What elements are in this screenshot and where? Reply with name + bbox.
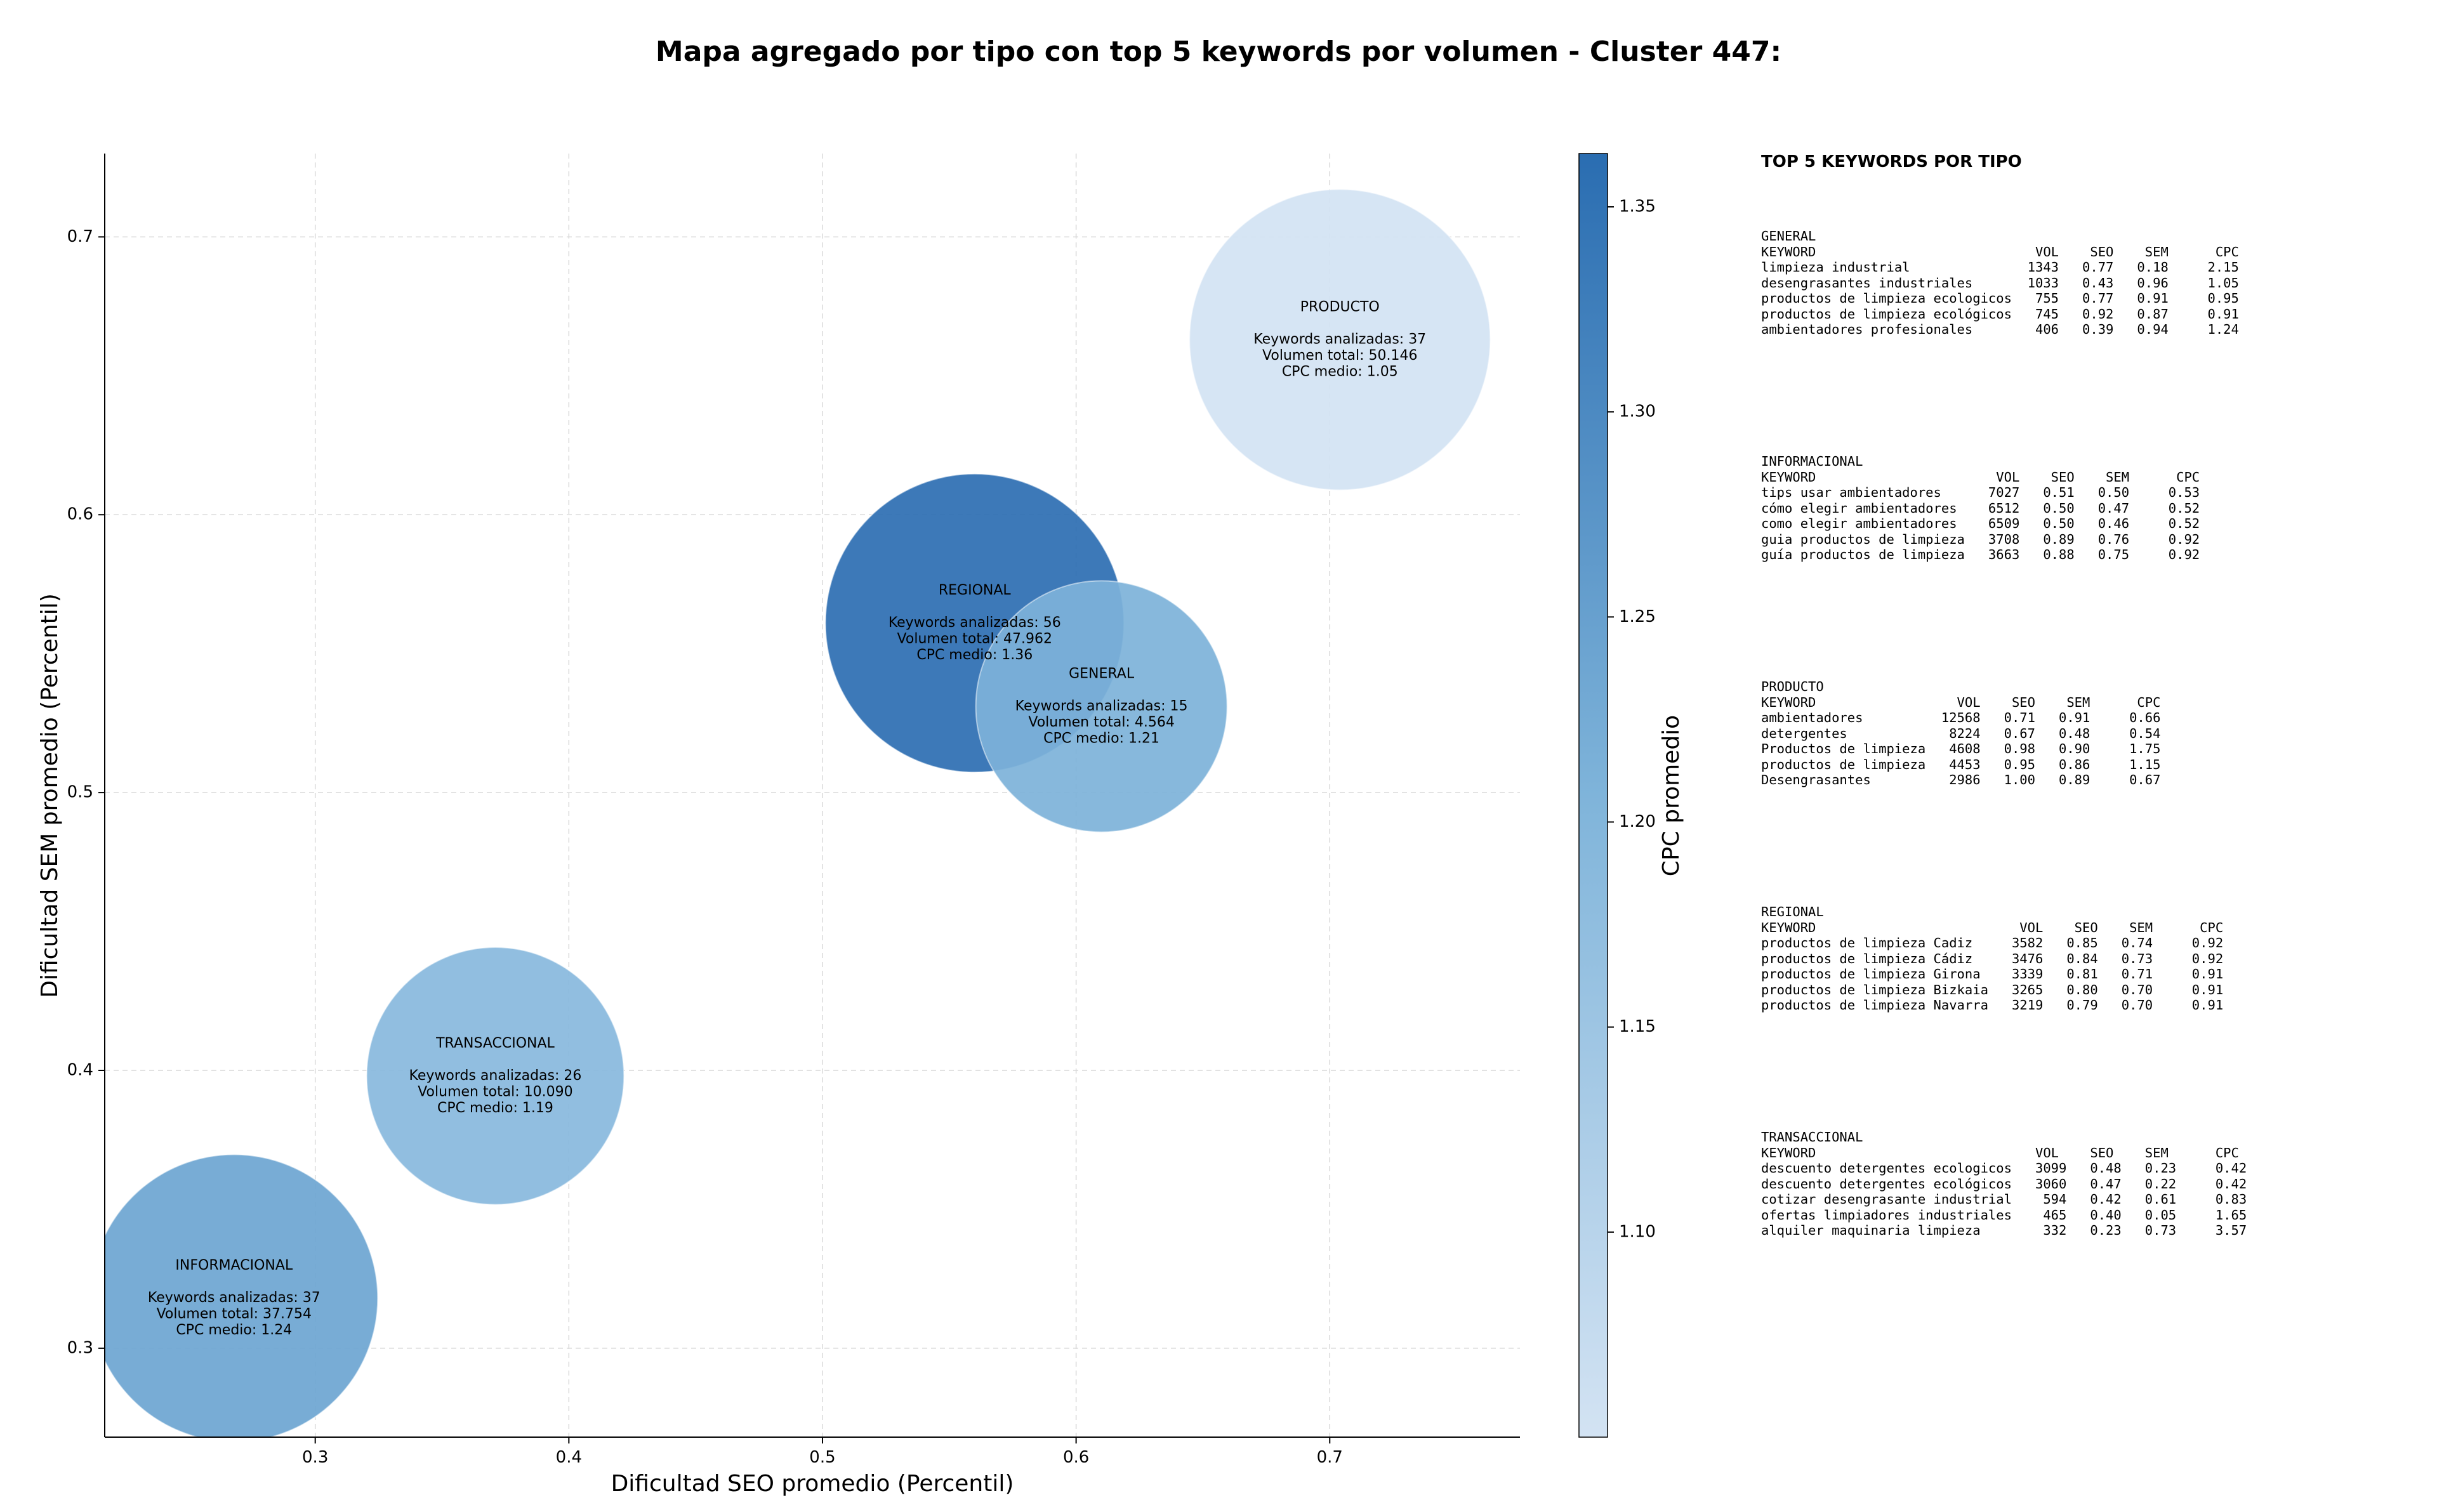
keyword-table-row: KEYWORD VOL SEO SEM CPC	[1761, 919, 2224, 935]
keyword-table-producto: PRODUCTO KEYWORD VOL SEO SEM CPC ambientad…	[1761, 679, 2160, 788]
keywords-panel-heading: TOP 5 KEYWORDS POR TIPO	[1761, 152, 2022, 171]
keyword-table-row: ofertas limpiadores industriales 465 0.4…	[1761, 1207, 2247, 1223]
colorbar: 1.10 1.15 1.20 1.25 1.30 1.35	[1578, 153, 1656, 1438]
bubble-label-general: CPC medio: 1.21	[1043, 730, 1159, 746]
colorbar-tick-label: 1.35	[1619, 197, 1656, 216]
keyword-table-row: limpieza industrial 1343 0.77 0.18 2.15	[1761, 260, 2239, 275]
y-tick-label: 0.7	[67, 227, 93, 246]
bubble-label-regional: CPC medio: 1.36	[916, 647, 1033, 663]
x-tick-label: 0.3	[302, 1448, 328, 1467]
x-tick-label: 0.4	[556, 1448, 582, 1467]
keyword-table-row: GENERAL	[1761, 228, 1816, 244]
x-tick-label: 0.7	[1317, 1448, 1343, 1467]
bubble-label-producto: CPC medio: 1.05	[1282, 364, 1398, 379]
colorbar-tick-label: 1.25	[1619, 607, 1656, 626]
x-tick-label: 0.5	[809, 1448, 835, 1467]
bubble-label-regional: Volumen total: 47.962	[897, 631, 1052, 647]
y-tick-label: 0.4	[67, 1061, 93, 1080]
keyword-table-row: productos de limpieza Cadiz 3582 0.85 0.…	[1761, 935, 2224, 950]
colorbar-tick-label: 1.10	[1619, 1222, 1656, 1241]
keyword-table-row: alquiler maquinaria limpieza 332 0.23 0.…	[1761, 1223, 2247, 1238]
keyword-table-row: desengrasantes industriales 1033 0.43 0.…	[1761, 275, 2239, 291]
keyword-table-row: tips usar ambientadores 7027 0.51 0.50 0…	[1761, 485, 2200, 500]
keyword-table-row: productos de limpieza Navarra 3219 0.79 …	[1761, 997, 2224, 1013]
keywords-panel: TOP 5 KEYWORDS POR TIPO GENERAL KEYWORD V…	[1761, 152, 2421, 1238]
keyword-table-row: Productos de limpieza 4608 0.98 0.90 1.7…	[1761, 741, 2161, 756]
bubble-label-general: Volumen total: 4.564	[1028, 714, 1174, 730]
bubble-label-transaccional: CPC medio: 1.19	[437, 1100, 553, 1116]
keyword-table-row: Desengrasantes 2986 1.00 0.89 0.67	[1761, 772, 2161, 787]
grid-lines	[105, 154, 1520, 1437]
keyword-table-row: productos de limpieza Girona 3339 0.81 0…	[1761, 966, 2224, 982]
keyword-table-row: REGIONAL	[1761, 904, 1824, 919]
keyword-table-row: como elegir ambientadores 6509 0.50 0.46…	[1761, 516, 2200, 531]
bubble-producto	[1189, 188, 1491, 491]
bubble-label-informacional: Volumen total: 37.754	[157, 1306, 312, 1322]
bubble-label-producto: PRODUCTO	[1300, 299, 1380, 315]
bubble-label-transaccional: Keywords analizadas: 26	[409, 1068, 582, 1084]
y-tick-label: 0.5	[67, 783, 93, 802]
axes: 0.3 0.4 0.5 0.6 0.7 0.3 0.4 0.5 0.6 0.7	[67, 154, 1520, 1467]
keyword-table-row: descuento detergentes ecologicos 3099 0.…	[1761, 1160, 2247, 1176]
keyword-table-row: productos de limpieza 4453 0.95 0.86 1.1…	[1761, 756, 2161, 772]
y-axis-label: Dificultad SEM promedio (Percentil)	[37, 593, 63, 998]
bubble-label-producto: Keywords analizadas: 37	[1253, 331, 1426, 347]
bubble-label-informacional: CPC medio: 1.24	[176, 1322, 292, 1338]
chart-title: Mapa agregado por tipo con top 5 keyword…	[656, 36, 1781, 68]
keyword-table-row: KEYWORD VOL SEO SEM CPC	[1761, 1145, 2239, 1160]
keyword-table-row: productos de limpieza ecologicos 755 0.7…	[1761, 291, 2239, 306]
keyword-table-informacional: INFORMACIONAL KEYWORD VOL SEO SEM CPC tips…	[1761, 454, 2200, 563]
bubble-label-general: Keywords analizadas: 15	[1015, 698, 1188, 714]
colorbar-tick-label: 1.15	[1619, 1017, 1656, 1036]
bubble-label-transaccional: TRANSACCIONAL	[435, 1035, 555, 1051]
bubble-informacional	[105, 1154, 379, 1437]
keyword-table-row: KEYWORD VOL SEO SEM CPC	[1761, 694, 2161, 710]
y-tick-label: 0.3	[67, 1338, 93, 1357]
keyword-table-row: guia productos de limpieza 3708 0.89 0.7…	[1761, 531, 2200, 547]
bubble-label-general: GENERAL	[1069, 666, 1135, 681]
colorbar-tick-label: 1.20	[1619, 812, 1656, 831]
colorbar-label: CPC promedio	[1658, 715, 1684, 876]
keyword-table-row: PRODUCTO	[1761, 679, 1824, 694]
bubble-transaccional	[366, 947, 625, 1206]
keyword-table-transaccional: TRANSACCIONAL KEYWORD VOL SEO SEM CPC desc…	[1761, 1129, 2247, 1239]
keyword-table-row: productos de limpieza Bizkaia 3265 0.80 …	[1761, 982, 2224, 997]
keyword-table-row: ambientadores profesionales 406 0.39 0.9…	[1761, 322, 2239, 337]
keyword-table-row: cómo elegir ambientadores 6512 0.50 0.47…	[1761, 500, 2200, 516]
bubble-label-producto: Volumen total: 50.146	[1262, 348, 1417, 364]
keyword-table-row: cotizar desengrasante industrial 594 0.4…	[1761, 1192, 2247, 1207]
colorbar-tick-label: 1.30	[1619, 402, 1656, 421]
x-axis-label: Dificultad SEO promedio (Percentil)	[611, 1471, 1014, 1497]
keyword-table-row: ambientadores 12568 0.71 0.91 0.66	[1761, 710, 2161, 725]
keyword-table-row: TRANSACCIONAL	[1761, 1129, 1863, 1145]
colorbar-gradient	[1578, 153, 1608, 1438]
keyword-table-row: guía productos de limpieza 3663 0.88 0.7…	[1761, 547, 2200, 562]
bubble-label-informacional: Keywords analizadas: 37	[148, 1290, 320, 1306]
bubble-label-regional: Keywords analizadas: 56	[888, 615, 1061, 631]
keyword-table-regional: REGIONAL KEYWORD VOL SEO SEM CPC productos…	[1761, 904, 2223, 1013]
keyword-table-row: KEYWORD VOL SEO SEM CPC	[1761, 469, 2200, 485]
keyword-table-row: productos de limpieza ecológicos 745 0.9…	[1761, 306, 2239, 322]
bubble-label-transaccional: Volumen total: 10.090	[418, 1084, 572, 1100]
keyword-table-general: GENERAL KEYWORD VOL SEO SEM CPC limpieza i…	[1761, 228, 2239, 338]
y-tick-label: 0.6	[67, 505, 93, 524]
bubble-general	[975, 580, 1228, 833]
x-tick-label: 0.6	[1063, 1448, 1089, 1467]
keyword-table-row: productos de limpieza Cádiz 3476 0.84 0.…	[1761, 950, 2224, 966]
keyword-table-row: detergentes 8224 0.67 0.48 0.54	[1761, 725, 2161, 741]
keyword-table-row: INFORMACIONAL	[1761, 454, 1863, 469]
bubble-label-regional: REGIONAL	[939, 582, 1012, 598]
keyword-table-row: KEYWORD VOL SEO SEM CPC	[1761, 244, 2239, 260]
keyword-table-row: descuento detergentes ecológicos 3060 0.…	[1761, 1176, 2247, 1192]
bubble-label-informacional: INFORMACIONAL	[175, 1258, 293, 1273]
